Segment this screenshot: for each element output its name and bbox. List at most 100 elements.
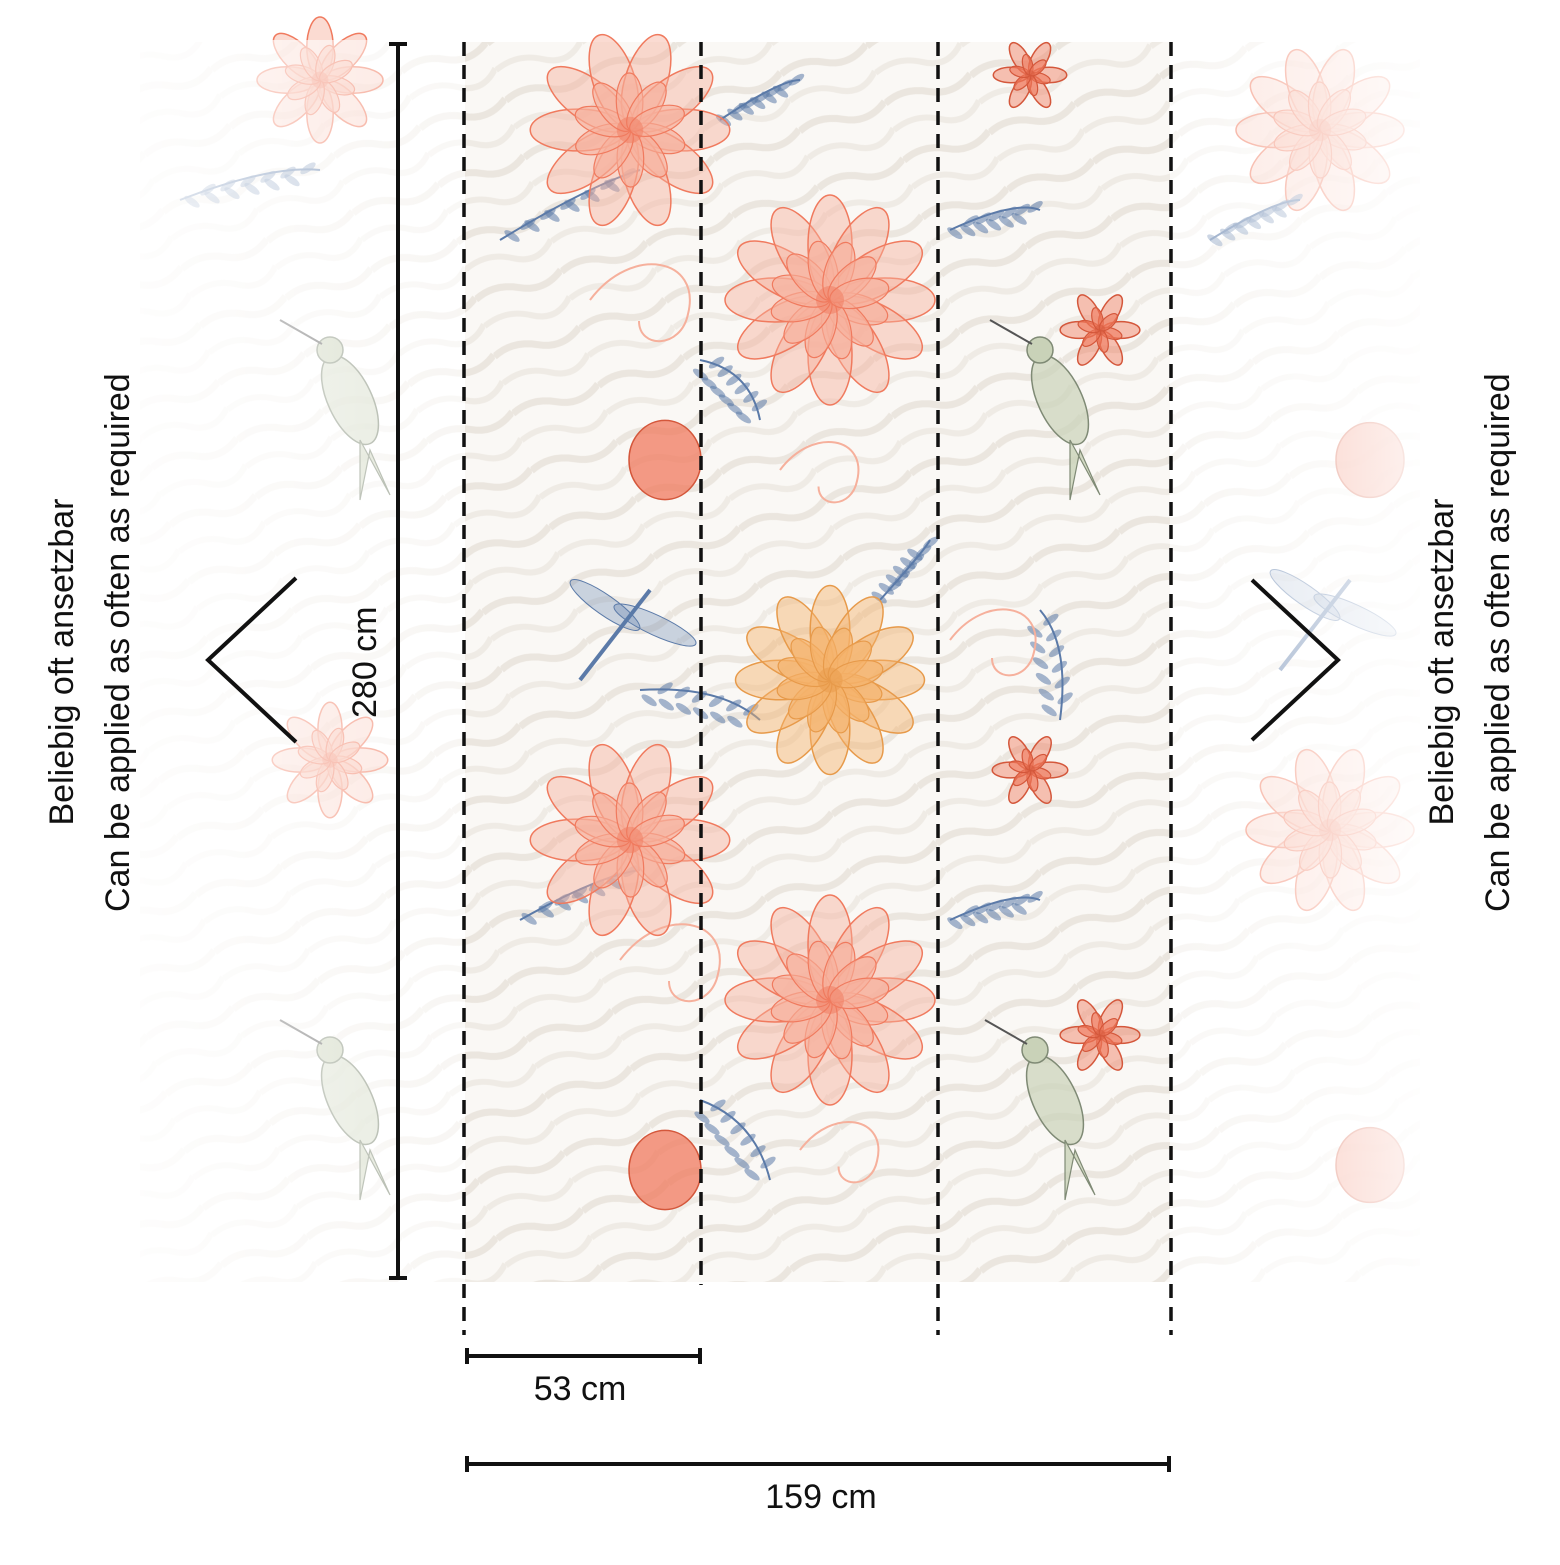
sprig-lower-right-leaf	[998, 905, 1014, 918]
sprig-center-left-leaf	[726, 699, 742, 712]
sprig-right-stem	[1039, 609, 1064, 721]
hummingbird-lower-head	[1021, 1036, 1049, 1064]
left-fade-overlay	[100, 40, 465, 1285]
sprig-upper-right-leaf	[1027, 200, 1043, 213]
hummingbird-upper-tail	[1069, 439, 1101, 501]
sprig-mid-left-leaf	[743, 390, 759, 403]
sprig-lower-left-leaf	[572, 891, 589, 904]
sprig-upper-left-leaf	[524, 220, 540, 232]
sprig-mid-left-leaf	[717, 365, 733, 378]
total-width-dimension	[465, 1456, 1171, 1472]
hummingbird-lower-beak	[984, 1019, 1028, 1045]
sprig-upper-right-leaf	[1014, 203, 1030, 216]
sprig-top-center-leaf	[727, 108, 743, 121]
protea-bud-upper	[628, 419, 702, 501]
repeat-note-right-de: Beliebig oft ansetzbar	[1423, 498, 1461, 826]
strip-width-label: 53 cm	[533, 1370, 627, 1408]
sprig-upper-left-leaf	[584, 190, 600, 202]
repeat-note-right-en: Can be applied as often as required	[1479, 373, 1517, 912]
sprig-upper-right-leaf	[963, 215, 979, 228]
sprig-mid-left-leaf	[735, 411, 752, 424]
sprig-mid-left-leaf	[708, 356, 725, 369]
sprig-right-stem-leaf	[1030, 641, 1046, 654]
sprig-upper-right-leaf	[998, 215, 1014, 228]
sprig-bottom-left-leaf	[750, 1145, 766, 1158]
sprig-bottom-left-leaf	[760, 1156, 776, 1169]
repeat-note-left-en: Can be applied as often as required	[99, 373, 137, 912]
sprig-bottom-left-leaf	[724, 1145, 740, 1158]
sprig-center-left-leaf	[708, 695, 725, 708]
sprig-center-right-leaf	[900, 557, 916, 570]
sprig-upper-left-leaf	[564, 200, 580, 212]
sprig-top-center-leaf	[738, 102, 754, 115]
dahlia-upper-center	[816, 286, 844, 314]
sprig-upper-right-leaf	[960, 224, 976, 237]
sprig-top-center-leaf	[761, 91, 777, 104]
sprig-center-right-leaf	[907, 548, 923, 561]
sprig-lower-right-leaf	[1001, 896, 1018, 909]
repeat-note-left-de: Beliebig oft ansetzbar	[43, 498, 81, 826]
sprig-lower-left-leaf	[538, 905, 554, 918]
sprig-center-left-leaf	[675, 702, 692, 715]
sprig-upper-right-leaf	[947, 227, 963, 240]
sprig-bottom-left-leaf	[734, 1157, 750, 1170]
sprig-upper-right-leaf	[988, 209, 1005, 222]
dragonfly-body	[578, 588, 652, 682]
scroll-center-1	[779, 441, 860, 504]
dragonfly-wing	[613, 603, 697, 647]
sprig-lower-left-leaf	[521, 912, 537, 925]
sprig-right-stem-leaf	[1035, 672, 1052, 685]
blossom-lower-right-center	[1094, 1029, 1106, 1041]
sprig-right-stem-leaf	[1051, 660, 1068, 673]
sprig-center-left-leaf	[727, 715, 743, 728]
sprig-lower-left-leaf	[590, 884, 606, 897]
water-lily-top-center	[616, 116, 644, 144]
sprig-center-right-leaf	[892, 565, 909, 578]
sprig-center-left-leaf	[710, 711, 726, 724]
sprig-bottom-left-leaf	[714, 1134, 730, 1147]
sprig-bottom-left-leaf	[704, 1122, 720, 1135]
dahlia-lower-center	[816, 986, 844, 1014]
chevron-left-icon	[205, 576, 298, 744]
sprig-center-right-leaf	[871, 591, 887, 604]
chevron-right-icon	[1250, 578, 1341, 742]
sprig-upper-left-leaf	[544, 210, 560, 222]
sprig-center-left-leaf	[658, 698, 674, 711]
sprig-upper-right-leaf	[1011, 212, 1027, 225]
sprig-right-stem-leaf	[1048, 645, 1065, 658]
sprig-upper-left-leaf	[604, 180, 620, 192]
blossom-top-right-center	[1025, 70, 1035, 80]
sprig-upper-right-leaf	[1001, 206, 1018, 219]
right-fade-overlay	[1170, 40, 1430, 1285]
strip-width-dimension	[465, 1348, 702, 1364]
sprig-bottom-left-leaf	[694, 1111, 710, 1124]
sprig-bottom-left-leaf	[740, 1133, 756, 1146]
sprig-mid-left-leaf	[751, 399, 768, 412]
sprig-lower-right-leaf	[963, 905, 979, 918]
sprig-bottom-left	[699, 1099, 771, 1181]
height-dimension	[389, 42, 407, 1280]
dahlia-center-peach-center	[817, 667, 843, 693]
hummingbird-lower-tail	[1064, 1139, 1096, 1201]
sprig-bottom-left-leaf	[744, 1168, 760, 1181]
sprig-top-center-leaf	[750, 97, 766, 110]
scroll-left-1	[589, 263, 691, 343]
sprig-lower-right-leaf	[985, 908, 1002, 921]
sprig-center-right-leaf	[885, 574, 902, 587]
sprig-lower-right-leaf	[976, 902, 992, 915]
sprig-lower-right-leaf	[1014, 893, 1030, 906]
repeat-note-right: Beliebig oft ansetzbar Can be applied as…	[1414, 373, 1526, 912]
sprig-lower-right-leaf	[1011, 902, 1027, 915]
sprig-center-right-leaf	[916, 545, 932, 558]
sprig-bottom-left-leaf	[710, 1099, 726, 1112]
sprig-lower-right-leaf	[988, 899, 1005, 912]
water-lily-lower-center	[616, 826, 644, 854]
sprig-lower-left-leaf	[555, 898, 572, 911]
sprig-center-right-leaf	[878, 582, 894, 595]
sprig-center-left-leaf	[657, 682, 673, 695]
sprig-lower-right-leaf	[972, 911, 989, 924]
protea-bud-lower	[628, 1129, 702, 1211]
hummingbird-upper-beak	[989, 319, 1033, 345]
sprig-upper-right-leaf	[972, 221, 989, 234]
sprig-center-left-leaf	[641, 694, 657, 707]
